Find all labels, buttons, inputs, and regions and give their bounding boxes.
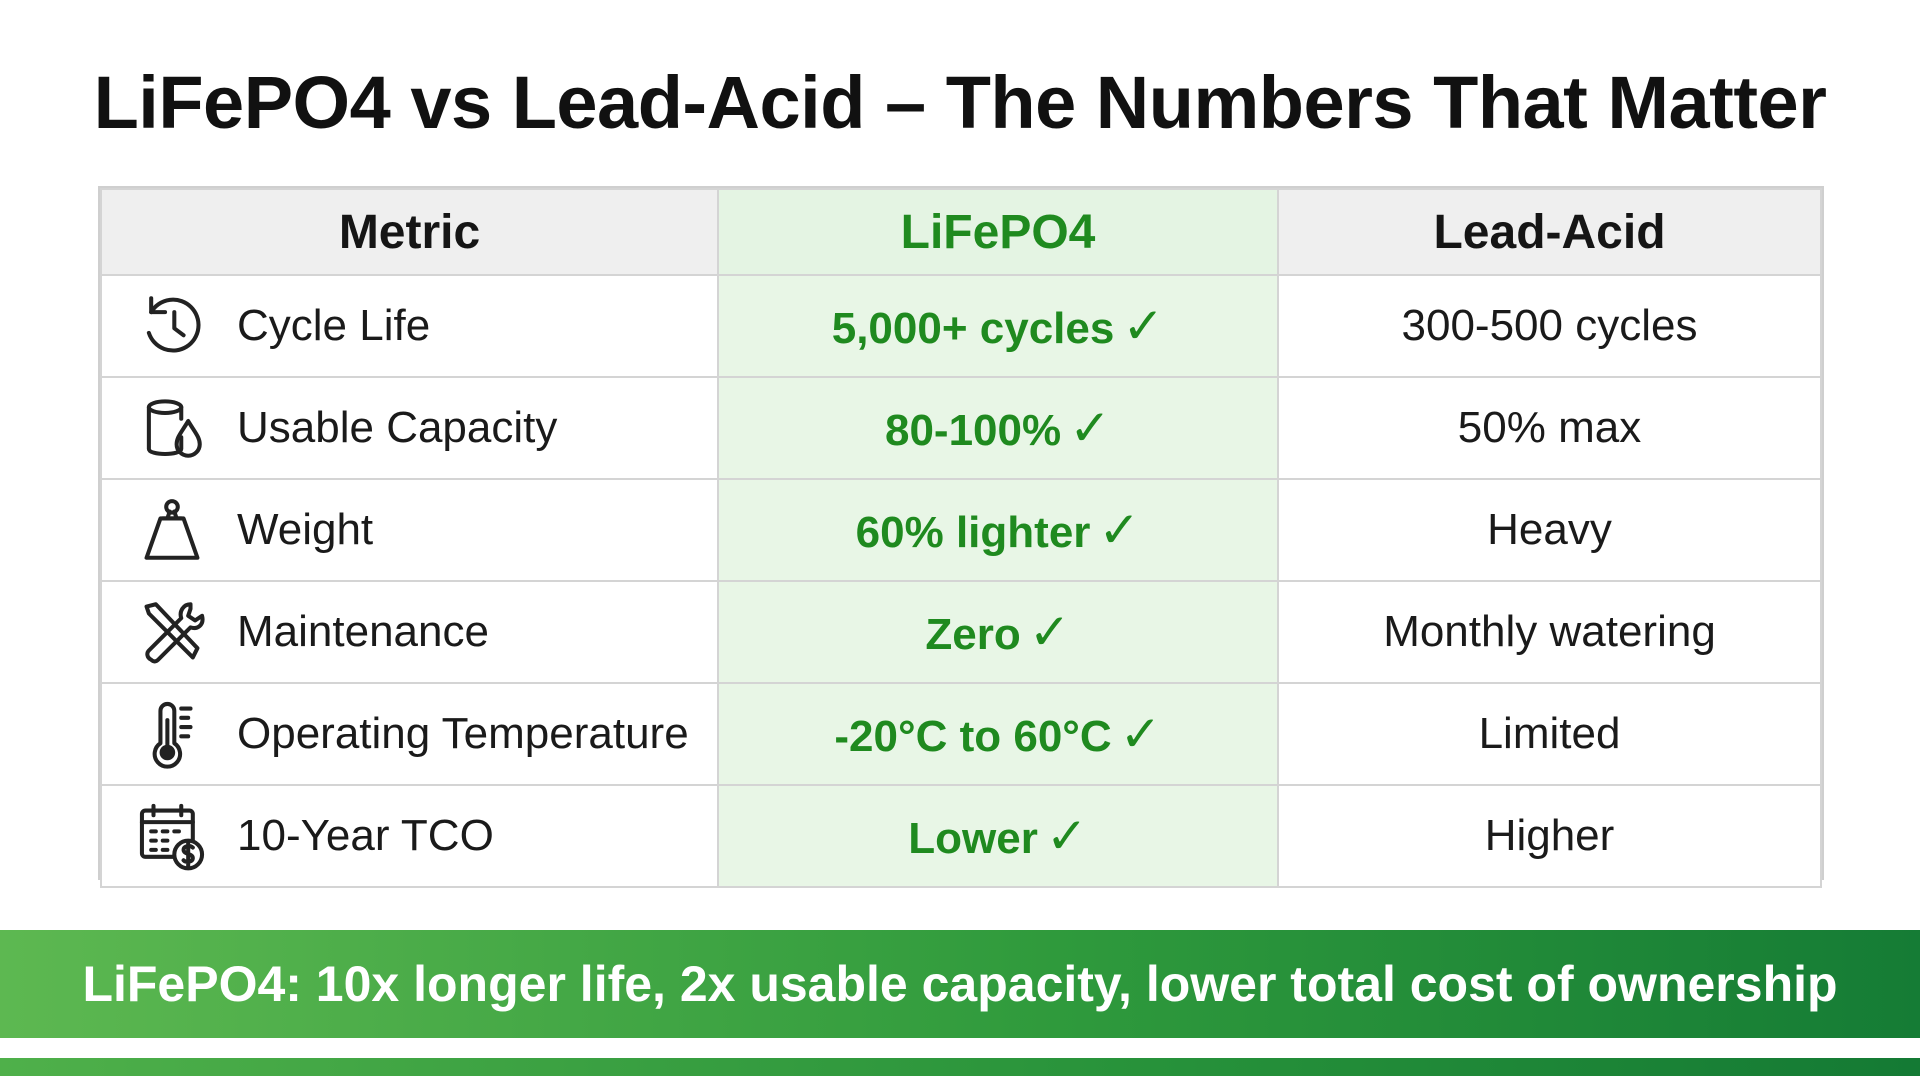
lifepo4-value: Lower [908,814,1038,863]
lifepo4-value: 80-100% [884,406,1062,455]
lead-acid-value: Higher [1277,784,1822,888]
check-icon: ✓ [1122,298,1165,354]
capacity-drop-icon [135,391,209,465]
check-icon: ✓ [1069,400,1112,456]
banner-stripe [0,1058,1920,1076]
page-title: LiFePO4 vs Lead-Acid – The Numbers That … [93,61,1827,144]
lead-acid-value: 300-500 cycles [1277,274,1822,378]
header-lifepo4: LiFePO4 [717,188,1279,276]
metric-cell: Operating Temperature [100,682,719,786]
lifepo4-value-cell: Zero ✓ [717,580,1279,684]
metric-cell: Usable Capacity [100,376,719,480]
metric-cell: Maintenance [100,580,719,684]
lifepo4-value-cell: 80-100% ✓ [717,376,1279,480]
header-lead-acid: Lead-Acid [1277,188,1822,276]
lifepo4-value: Zero [925,610,1021,659]
tools-icon [135,595,209,669]
comparison-table: Metric LiFePO4 Lead-Acid [98,186,1824,888]
lifepo4-value-cell: Lower ✓ [717,784,1279,888]
table-header-row: Metric LiFePO4 Lead-Acid [100,188,1822,276]
lead-acid-value: Monthly watering [1277,580,1822,684]
table-row: Usable Capacity 80-100% ✓ 50% max [100,376,1822,480]
metric-label: Cycle Life [237,301,431,350]
table-row: Cycle Life 5,000+ cycles ✓ 300-500 cycles [100,274,1822,378]
comparison-table-grid: Metric LiFePO4 Lead-Acid [100,188,1822,888]
table-row: Maintenance Zero ✓ Monthly watering [100,580,1822,684]
lead-acid-value: Limited [1277,682,1822,786]
summary-banner: LiFePO4: 10x longer life, 2x usable capa… [0,930,1920,1038]
check-icon: ✓ [1098,502,1141,558]
metric-label: Weight [237,505,374,554]
metric-cell: 10-Year TCO [100,784,719,888]
lifepo4-value: -20°C to 60°C [834,712,1112,761]
table-row: Operating Temperature -20°C to 60°C ✓ Lim… [100,682,1822,786]
metric-label: Usable Capacity [237,403,558,452]
calendar-dollar-icon [135,799,209,873]
lead-acid-value: Heavy [1277,478,1822,582]
lifepo4-value: 5,000+ cycles [831,304,1115,353]
metric-cell: Weight [100,478,719,582]
cycle-clock-icon [135,289,209,363]
header-metric: Metric [100,188,719,276]
lifepo4-value-cell: -20°C to 60°C ✓ [717,682,1279,786]
check-icon: ✓ [1045,808,1088,864]
metric-label: 10-Year TCO [237,811,494,860]
check-icon: ✓ [1119,706,1162,762]
lifepo4-value-cell: 60% lighter ✓ [717,478,1279,582]
lifepo4-value: 60% lighter [855,508,1091,557]
metric-cell: Cycle Life [100,274,719,378]
table-row: Weight 60% lighter ✓ Heavy [100,478,1822,582]
check-icon: ✓ [1028,604,1071,660]
metric-label: Maintenance [237,607,489,656]
table-row: 10-Year TCO Lower ✓ Higher [100,784,1822,888]
thermometer-icon [135,697,209,771]
weight-icon [135,493,209,567]
lifepo4-value-cell: 5,000+ cycles ✓ [717,274,1279,378]
lead-acid-value: 50% max [1277,376,1822,480]
metric-label: Operating Temperature [237,709,689,758]
